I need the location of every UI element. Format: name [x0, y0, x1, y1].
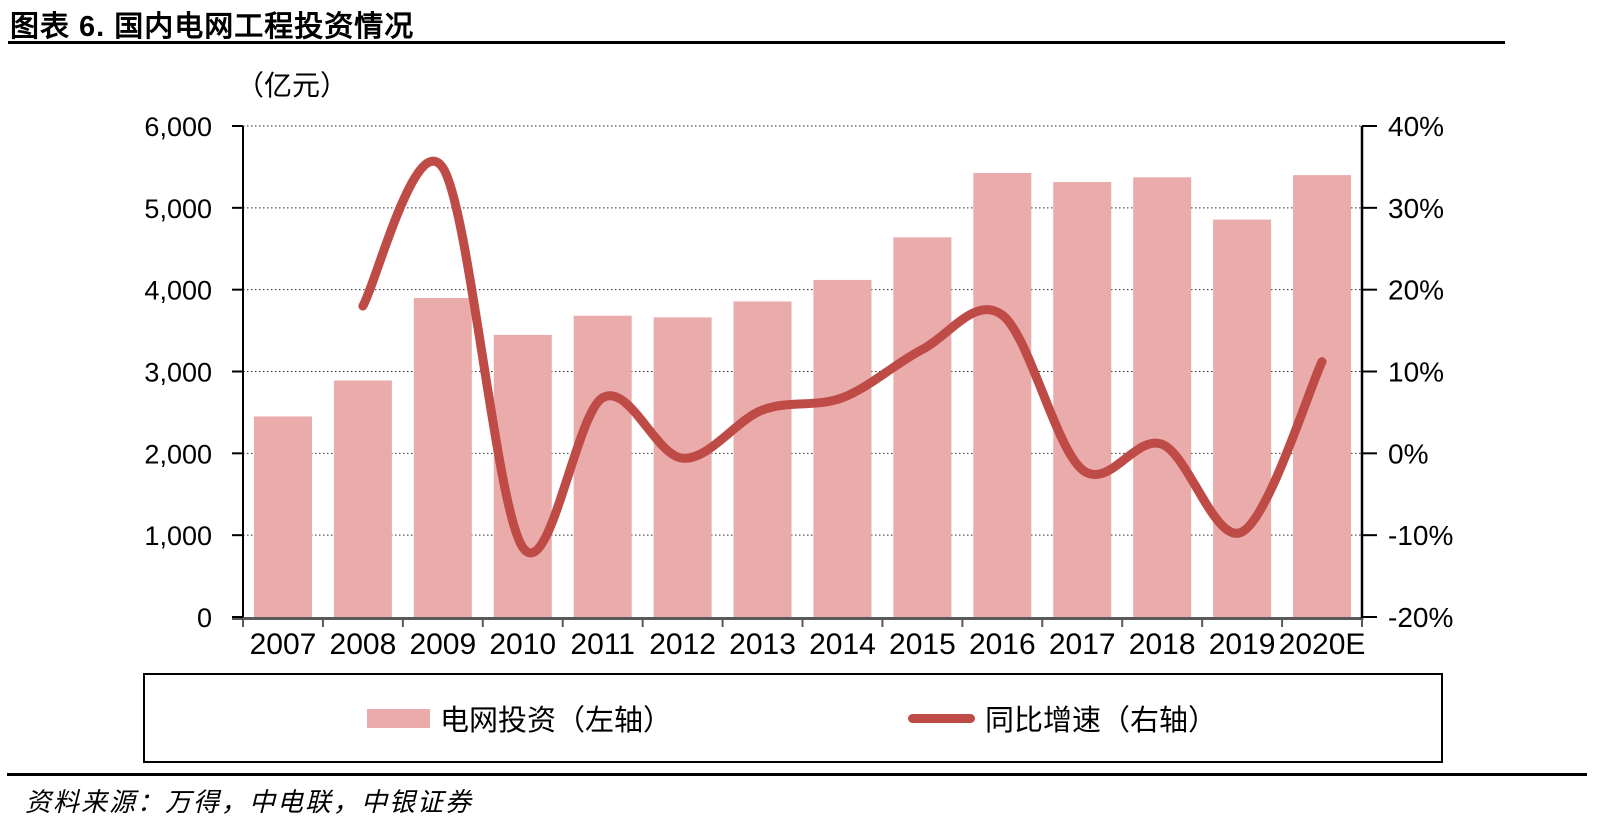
right-tick-label: 30%: [1388, 193, 1444, 224]
legend-item-bar: 电网投资（左轴）: [367, 675, 672, 761]
bar-2019: [1213, 219, 1272, 617]
growth-line: [358, 156, 1327, 558]
bar-2017: [1053, 182, 1112, 617]
bar-2011: [573, 315, 632, 617]
right-tick-label: -10%: [1388, 520, 1453, 551]
x-tick-label: 2008: [330, 628, 397, 661]
x-tick-label: 2016: [969, 628, 1036, 661]
left-axis-unit-label: （亿元）: [236, 71, 349, 102]
bar-2012: [653, 317, 712, 617]
x-tick-label: 2018: [1129, 628, 1196, 661]
legend-label-bar: 电网投资（左轴）: [440, 705, 673, 737]
left-tick-label: 3,000: [144, 358, 212, 388]
right-tick-label: 20%: [1388, 275, 1444, 306]
left-tick-label: 0: [197, 603, 212, 633]
bar-2009: [413, 298, 472, 617]
x-tick-label: 2009: [409, 628, 476, 661]
x-tick-label: 2012: [649, 628, 716, 661]
right-tick-label: 10%: [1388, 357, 1444, 388]
left-tick-label: 1,000: [144, 521, 212, 551]
legend-item-line: 同比增速（右轴）: [908, 675, 1217, 761]
x-tick-label: 2020E: [1279, 628, 1366, 661]
x-tick-label: 2019: [1209, 628, 1276, 661]
right-tick-label: -20%: [1388, 602, 1453, 633]
x-tick-label: 2015: [889, 628, 956, 661]
title-separator: [8, 41, 1505, 44]
bar-2008: [333, 380, 392, 617]
line-swatch: [908, 713, 975, 723]
source-note: 资料来源：万得，中电联，中银证券: [25, 788, 474, 817]
x-tick-label: 2013: [729, 628, 796, 661]
x-tick-label: 2014: [809, 628, 876, 661]
left-tick-label: 5,000: [144, 194, 212, 224]
legend-box: 电网投资（左轴） 同比增速（右轴）: [143, 673, 1443, 763]
footer-separator: [7, 773, 1587, 776]
left-tick-label: 4,000: [144, 276, 212, 306]
figure-title: 图表 6. 国内电网工程投资情况: [10, 11, 415, 43]
right-tick-label: 40%: [1388, 111, 1444, 142]
bar-2007: [253, 416, 312, 617]
x-tick-label: 2010: [489, 628, 556, 661]
x-tick-label: 2017: [1049, 628, 1116, 661]
x-tick-label: 2007: [250, 628, 317, 661]
legend-label-line: 同比增速（右轴）: [985, 705, 1218, 737]
bar-2015: [893, 237, 952, 617]
bar-2014: [813, 279, 872, 617]
left-tick-label: 2,000: [144, 439, 212, 469]
right-tick-label: 0%: [1388, 438, 1428, 469]
bar-swatch: [367, 708, 430, 728]
x-tick-label: 2011: [570, 628, 635, 661]
bar-2018: [1133, 177, 1192, 617]
bar-2016: [973, 172, 1032, 617]
bar-2020E: [1293, 175, 1352, 617]
bar-2013: [733, 301, 792, 617]
left-tick-label: 6,000: [144, 112, 212, 142]
